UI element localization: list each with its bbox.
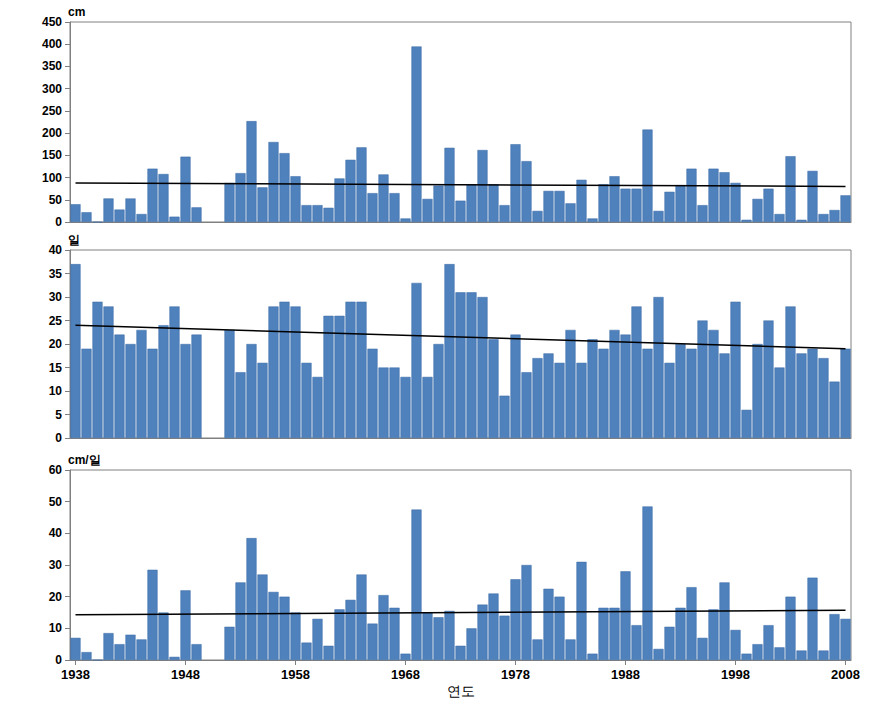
svg-text:cm: cm [68,5,85,19]
svg-text:0: 0 [55,431,62,445]
svg-text:25: 25 [49,314,63,328]
svg-text:250: 250 [42,104,62,118]
svg-text:50: 50 [49,495,63,509]
svg-text:30: 30 [49,290,63,304]
svg-text:20: 20 [49,590,63,604]
svg-text:일: 일 [68,233,80,247]
svg-text:10: 10 [49,384,63,398]
svg-text:30: 30 [49,558,63,572]
svg-text:0: 0 [55,215,62,229]
svg-text:1948: 1948 [171,667,200,682]
svg-text:1958: 1958 [281,667,310,682]
svg-text:10: 10 [49,621,63,635]
svg-text:50: 50 [49,193,63,207]
svg-text:40: 40 [49,526,63,540]
svg-text:5: 5 [55,408,62,422]
svg-text:연도: 연도 [447,683,475,699]
svg-text:100: 100 [42,171,62,185]
svg-text:cm/일: cm/일 [68,453,101,467]
svg-text:1978: 1978 [501,667,530,682]
svg-text:2008: 2008 [831,667,860,682]
svg-text:1998: 1998 [721,667,750,682]
svg-text:1988: 1988 [611,667,640,682]
svg-text:300: 300 [42,82,62,96]
svg-text:400: 400 [42,37,62,51]
svg-text:0: 0 [55,653,62,667]
svg-text:1968: 1968 [391,667,420,682]
svg-text:350: 350 [42,59,62,73]
svg-text:1938: 1938 [61,667,90,682]
svg-text:60: 60 [49,463,63,477]
svg-text:450: 450 [42,15,62,29]
svg-text:15: 15 [49,361,63,375]
svg-text:40: 40 [49,243,63,257]
svg-text:20: 20 [49,337,63,351]
svg-text:200: 200 [42,126,62,140]
svg-text:150: 150 [42,148,62,162]
svg-text:35: 35 [49,267,63,281]
